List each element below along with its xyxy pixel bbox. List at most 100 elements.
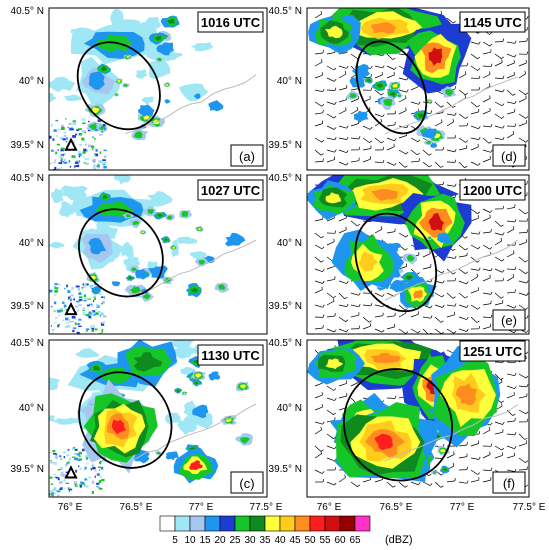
clutter-pixel (57, 469, 61, 471)
wind-barb (410, 137, 419, 143)
wind-barb (350, 220, 358, 227)
wind-barb (405, 331, 409, 334)
clutter-pixel (60, 159, 63, 161)
colorbar-label: 50 (304, 535, 316, 546)
echo-cell (125, 213, 131, 218)
clutter-pixel (95, 312, 99, 315)
wind-barb (410, 313, 419, 318)
wind-barb (406, 89, 409, 93)
wind-barb (374, 113, 383, 118)
wind-barb (333, 388, 337, 391)
clutter-pixel (71, 456, 76, 458)
clutter-pixel (51, 492, 54, 495)
wind-barb (350, 137, 359, 140)
timestamp-box: 1145 UTC (459, 11, 526, 33)
echo-cell (156, 451, 161, 455)
wind-barb (482, 469, 492, 471)
clutter-pixel (94, 153, 96, 155)
wind-barb (477, 246, 481, 250)
wind-barb (334, 397, 337, 401)
wind-barb (350, 98, 359, 103)
echo-cell (49, 93, 57, 102)
wind-barb (338, 395, 347, 399)
echo-cell (148, 60, 171, 80)
wind-barb (380, 93, 384, 96)
wind-barb (465, 140, 469, 143)
clutter-pixel (51, 489, 56, 492)
wind-barb (452, 105, 456, 108)
clutter-pixel (54, 283, 58, 286)
clutter-pixel (56, 135, 58, 138)
colorbar-swatch (249, 515, 266, 532)
echo-cell (51, 187, 64, 204)
wind-barb (446, 184, 455, 187)
wind-barb (429, 165, 432, 168)
wind-barb (314, 61, 323, 67)
wind-barb (482, 316, 492, 318)
wind-barb (477, 307, 481, 310)
echo-cell (443, 468, 447, 471)
wind-barb (458, 280, 467, 285)
wind-barb (518, 433, 526, 440)
radar-echoes (49, 9, 257, 170)
wind-barb (398, 304, 406, 311)
panel-letter: (e) (501, 313, 517, 328)
wind-barb (514, 219, 517, 223)
echo-cell (92, 107, 100, 114)
wind-barb (525, 212, 528, 215)
wind-barb (441, 294, 445, 298)
colorbar-swatch (279, 515, 296, 532)
wind-barb (490, 291, 493, 295)
wind-barb (501, 400, 505, 403)
clutter-pixel (96, 166, 100, 169)
echo-cell (165, 451, 179, 461)
clutter-pixel (54, 487, 56, 490)
wind-barb (490, 422, 493, 426)
wind-barb (386, 146, 395, 151)
clutter-pixel (72, 135, 76, 138)
wind-barb (489, 83, 491, 87)
lon-tick: 77.5° E (513, 502, 546, 513)
clutter-pixel (71, 315, 76, 319)
wind-barb (458, 444, 467, 447)
wind-barb (477, 162, 481, 166)
echo-cell (75, 348, 100, 358)
wind-barb (470, 77, 480, 80)
wind-barb (322, 49, 324, 54)
clutter-pixel (86, 463, 89, 465)
echo-cell (198, 227, 202, 231)
wind-barb (398, 232, 407, 238)
wind-barb (518, 113, 526, 119)
wind-barb (518, 457, 526, 463)
timestamp: 1200 UTC (463, 183, 523, 198)
wind-barb (314, 327, 323, 330)
clutter-pixel (90, 468, 93, 471)
wind-barb (446, 101, 454, 108)
wind-barb (398, 328, 406, 334)
wind-barb (338, 137, 347, 140)
clutter-pixel (78, 455, 81, 457)
wind-barb (506, 252, 515, 258)
echo-cell (383, 98, 393, 107)
echo-cell (390, 92, 396, 96)
clutter-pixel (85, 330, 87, 333)
wind-barb (338, 292, 345, 299)
wind-barb (334, 230, 337, 234)
echo-cell (455, 383, 477, 406)
wind-barb (454, 277, 457, 281)
wind-barb (346, 136, 349, 140)
wind-barb (350, 382, 359, 387)
wind-barb (358, 136, 361, 140)
echo-cell (126, 55, 129, 58)
wind-barb (314, 74, 323, 79)
wind-barb (518, 443, 527, 447)
clutter-pixel (74, 305, 78, 308)
echo-cell (174, 347, 195, 359)
wind-barb (458, 113, 466, 119)
wind-barb (326, 217, 335, 222)
echo-cell (61, 185, 88, 201)
wind-barb (326, 445, 335, 450)
echo-cell (156, 42, 174, 56)
colorbar-swatch (189, 515, 206, 532)
wind-barb (494, 445, 502, 451)
